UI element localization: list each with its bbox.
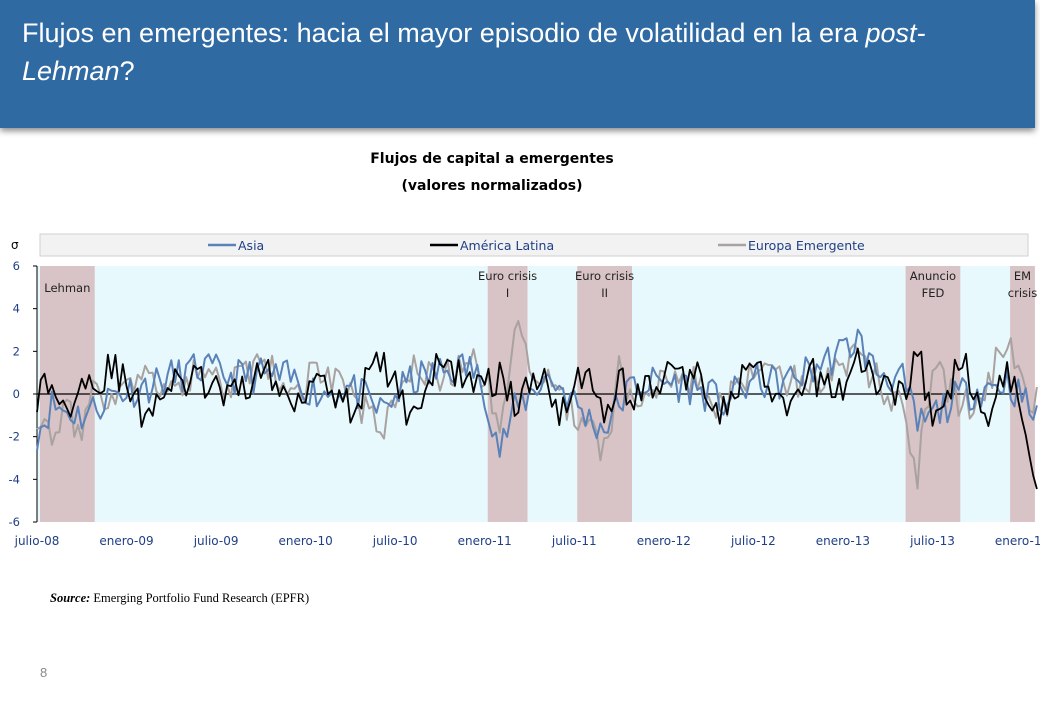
episode-label: EM crisis xyxy=(1008,269,1037,300)
chart-title-line2: (valores normalizados) xyxy=(401,178,582,194)
x-tick-label: enero-13 xyxy=(816,534,870,548)
title-prefix: Flujos en emergentes: hacia el mayor epi… xyxy=(22,18,866,48)
y-tick-label: -6 xyxy=(9,515,20,529)
slide-header: Flujos en emergentes: hacia el mayor epi… xyxy=(0,0,1035,128)
x-tick-label: enero-14 xyxy=(995,534,1040,548)
x-tick-label: julio-08 xyxy=(14,534,60,548)
y-tick-label: 2 xyxy=(13,344,20,358)
y-axis-label: σ xyxy=(11,238,19,252)
plot-area: Lehman Euro crisis I Euro crisis II Anuncio FE… xyxy=(9,259,1040,548)
legend: Asia América Latina Europa Emergente xyxy=(39,233,1029,257)
episode-label: Anuncio FED xyxy=(910,269,956,300)
title-italic: post-Lehman xyxy=(22,18,926,86)
x-tick-label: julio-11 xyxy=(551,534,597,548)
series-line xyxy=(36,347,1038,490)
x-tick-label: julio-09 xyxy=(193,534,239,548)
series-line xyxy=(36,328,1038,458)
legend-label: Europa Emergente xyxy=(748,238,865,253)
legend-label: América Latina xyxy=(460,238,554,253)
page-number: 8 xyxy=(40,665,48,680)
x-tick-label: julio-10 xyxy=(372,534,418,548)
source-label: Source: xyxy=(50,591,91,605)
y-tick-label: 4 xyxy=(13,302,20,316)
x-tick-label: julio-13 xyxy=(909,534,955,548)
x-tick-label: enero-09 xyxy=(99,534,153,548)
chart-title-line1: Flujos de capital a emergentes xyxy=(370,151,614,167)
y-tick-label: 0 xyxy=(13,387,20,401)
y-tick-label: 6 xyxy=(13,259,20,273)
source-text: Emerging Portfolio Fund Research (EPFR) xyxy=(90,591,310,605)
x-tick-label: enero-10 xyxy=(279,534,333,548)
legend-label: Asia xyxy=(238,238,264,253)
episode-label: Euro crisis I xyxy=(478,269,537,300)
y-tick-label: -2 xyxy=(9,430,20,444)
y-tick-label: -4 xyxy=(9,472,20,486)
source-note: Source: Emerging Portfolio Fund Research… xyxy=(50,591,309,606)
episode-label: Lehman xyxy=(44,281,90,295)
slide-title: Flujos en emergentes: hacia el mayor epi… xyxy=(22,14,1002,90)
series-line xyxy=(36,320,1038,490)
legend-box xyxy=(39,233,1029,257)
title-suffix: ? xyxy=(119,56,135,86)
episode-label: Euro crisis II xyxy=(575,269,634,300)
x-tick-label: enero-12 xyxy=(637,534,691,548)
x-tick-label: julio-12 xyxy=(730,534,776,548)
x-tick-label: enero-11 xyxy=(458,534,512,548)
